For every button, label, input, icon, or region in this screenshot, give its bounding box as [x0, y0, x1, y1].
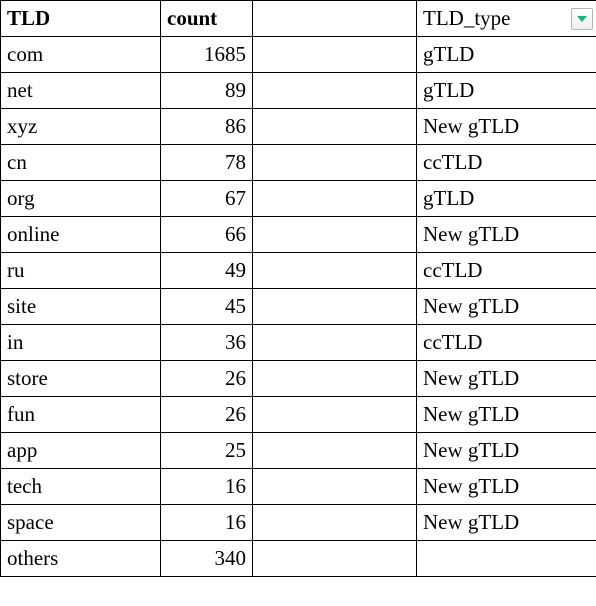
cell-count: 66 [161, 217, 253, 253]
cell-tldtype: ccTLD [417, 145, 596, 181]
cell-tld: space [1, 505, 161, 541]
cell-count: 16 [161, 469, 253, 505]
col-header-tld: TLD [1, 1, 161, 37]
cell-tldtype: New gTLD [417, 397, 596, 433]
cell-blank [253, 505, 417, 541]
table-row: others340 [1, 541, 596, 577]
cell-tldtype: gTLD [417, 37, 596, 73]
table-row: store26 New gTLD [1, 361, 596, 397]
table-row: space16 New gTLD [1, 505, 596, 541]
cell-tld: ru [1, 253, 161, 289]
cell-tldtype: New gTLD [417, 469, 596, 505]
table-row: fun26 New gTLD [1, 397, 596, 433]
cell-count: 86 [161, 109, 253, 145]
col-header-tldtype: TLD_type [417, 1, 596, 37]
cell-tld: xyz [1, 109, 161, 145]
table-row: net89 gTLD [1, 73, 596, 109]
cell-tld: cn [1, 145, 161, 181]
cell-blank [253, 397, 417, 433]
cell-count: 25 [161, 433, 253, 469]
table-row: tech16 New gTLD [1, 469, 596, 505]
cell-blank [253, 289, 417, 325]
table-row: app25 New gTLD [1, 433, 596, 469]
cell-tldtype: New gTLD [417, 109, 596, 145]
cell-blank [253, 253, 417, 289]
cell-blank [253, 325, 417, 361]
cell-tld: org [1, 181, 161, 217]
cell-blank [253, 433, 417, 469]
cell-count: 67 [161, 181, 253, 217]
cell-blank [253, 37, 417, 73]
cell-tldtype: ccTLD [417, 325, 596, 361]
cell-blank [253, 181, 417, 217]
cell-tldtype: New gTLD [417, 433, 596, 469]
cell-count: 26 [161, 397, 253, 433]
cell-tldtype: gTLD [417, 73, 596, 109]
cell-count: 340 [161, 541, 253, 577]
cell-count: 78 [161, 145, 253, 181]
cell-tldtype [417, 541, 596, 577]
col-header-blank [253, 1, 417, 37]
cell-tld: in [1, 325, 161, 361]
cell-blank [253, 73, 417, 109]
cell-tldtype: New gTLD [417, 289, 596, 325]
cell-blank [253, 361, 417, 397]
cell-tldtype: New gTLD [417, 361, 596, 397]
cell-tldtype: New gTLD [417, 217, 596, 253]
table-row: cn78 ccTLD [1, 145, 596, 181]
table-row: xyz86 New gTLD [1, 109, 596, 145]
cell-count: 89 [161, 73, 253, 109]
filter-dropdown-button[interactable] [571, 8, 593, 30]
cell-count: 16 [161, 505, 253, 541]
cell-tld: tech [1, 469, 161, 505]
table-body: com1685 gTLD net89 gTLD xyz86 New gTLD cn78 ccT… [1, 37, 596, 577]
cell-blank [253, 469, 417, 505]
cell-tld: net [1, 73, 161, 109]
table-row: org67 gTLD [1, 181, 596, 217]
table-row: online66 New gTLD [1, 217, 596, 253]
cell-count: 26 [161, 361, 253, 397]
table-row: ru49 ccTLD [1, 253, 596, 289]
cell-blank [253, 145, 417, 181]
cell-tldtype: ccTLD [417, 253, 596, 289]
cell-tld: others [1, 541, 161, 577]
table-row: site45 New gTLD [1, 289, 596, 325]
cell-blank [253, 217, 417, 253]
cell-tldtype: gTLD [417, 181, 596, 217]
table-row: in36 ccTLD [1, 325, 596, 361]
table-row: com1685 gTLD [1, 37, 596, 73]
cell-tld: online [1, 217, 161, 253]
cell-tld: store [1, 361, 161, 397]
cell-tld: fun [1, 397, 161, 433]
cell-count: 45 [161, 289, 253, 325]
cell-count: 36 [161, 325, 253, 361]
cell-blank [253, 541, 417, 577]
cell-tld: app [1, 433, 161, 469]
cell-tldtype: New gTLD [417, 505, 596, 541]
cell-count: 49 [161, 253, 253, 289]
col-header-count: count [161, 1, 253, 37]
cell-tld: com [1, 37, 161, 73]
cell-count: 1685 [161, 37, 253, 73]
col-header-tldtype-label: TLD_type [423, 6, 510, 30]
cell-tld: site [1, 289, 161, 325]
cell-blank [253, 109, 417, 145]
tld-table: TLD count TLD_type com1685gTLDnet89gTLDx… [0, 0, 596, 577]
chevron-down-icon [577, 16, 587, 22]
table-header-row: TLD count TLD_type [1, 1, 596, 37]
